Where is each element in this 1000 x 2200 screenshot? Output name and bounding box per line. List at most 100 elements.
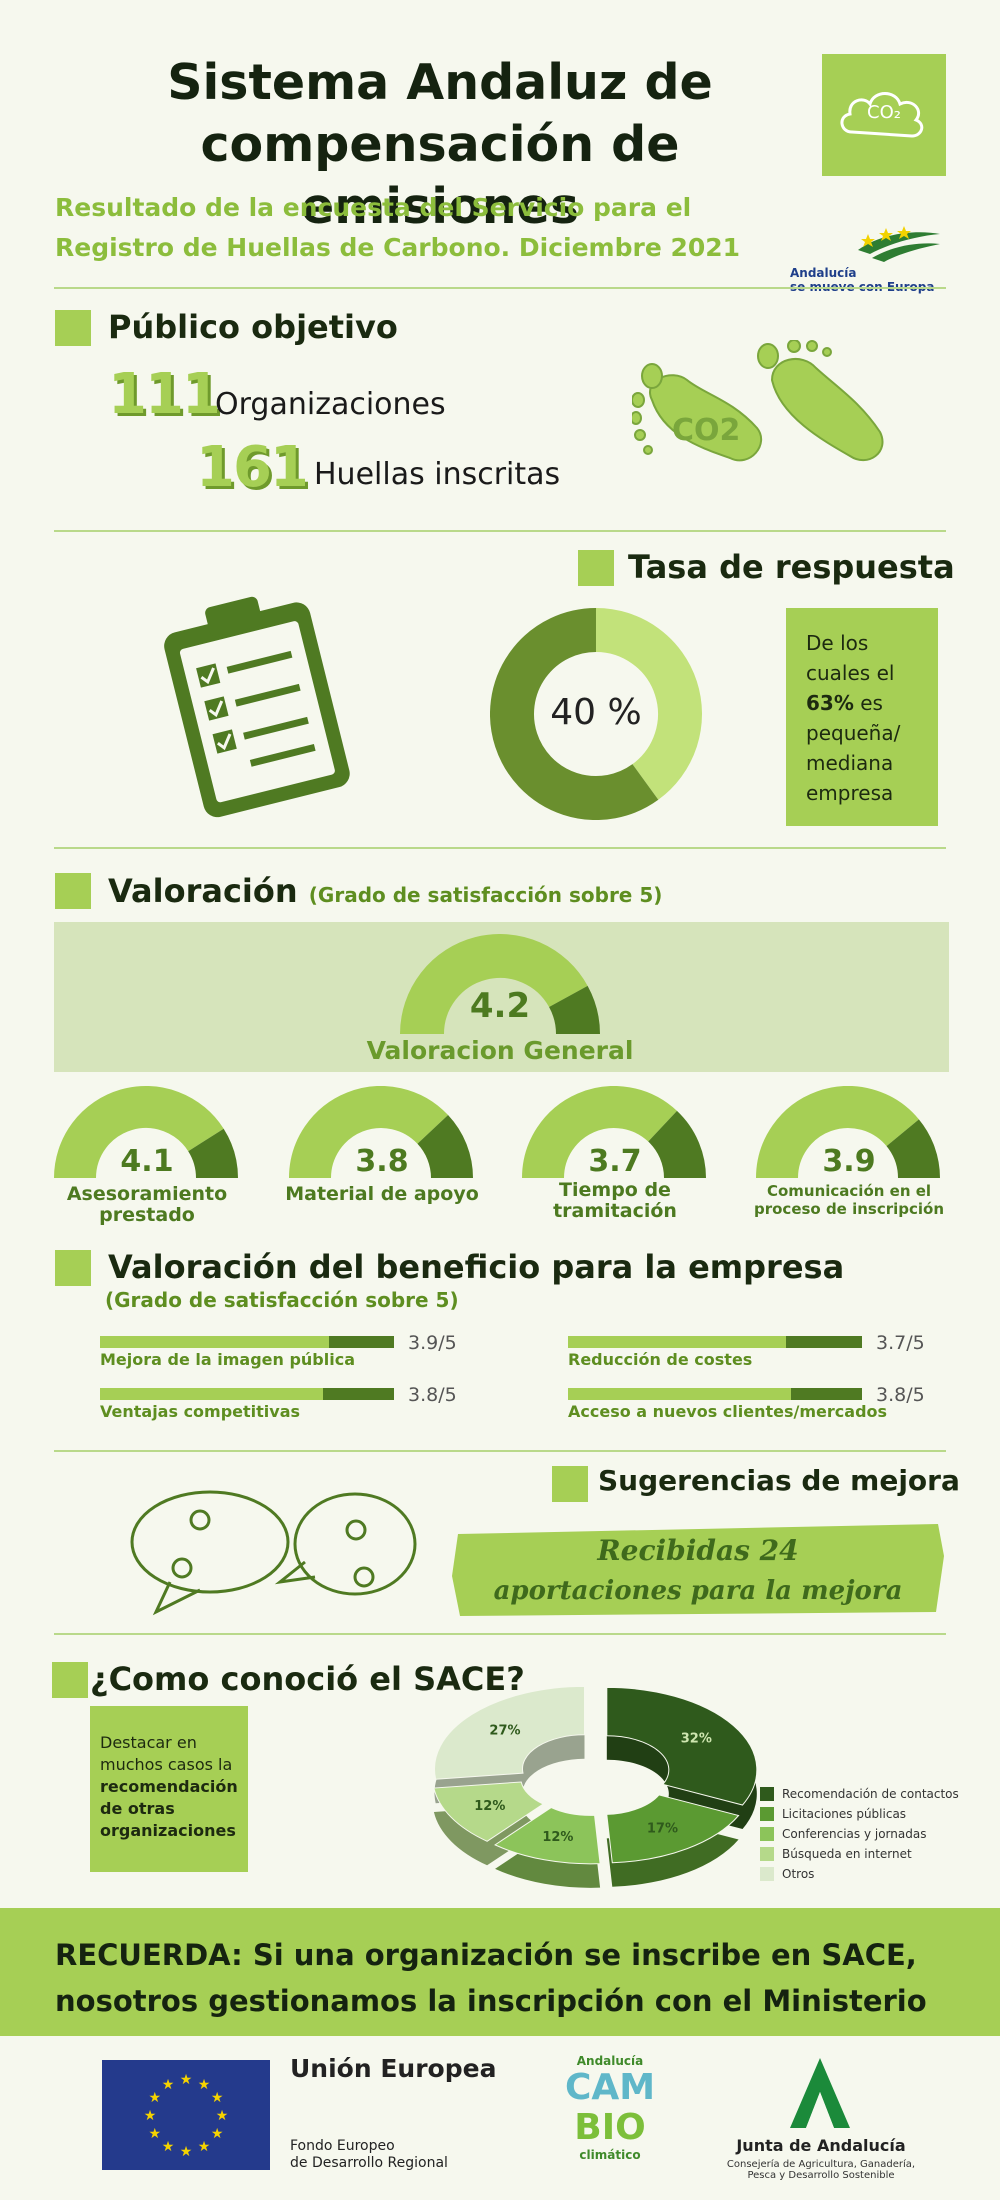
org-number: 111 xyxy=(108,362,221,427)
benefit-bar-label: Ventajas competitivas xyxy=(100,1402,301,1421)
sace-slice-label: 17% xyxy=(647,1822,678,1837)
eu-star: ★ xyxy=(216,2108,229,2124)
gauge-label-line-2: prestado xyxy=(99,1204,195,1226)
sace-note-line-1: Destacar en xyxy=(100,1733,197,1752)
benefit-bar-ventajas: Ventajas competitivas 3.8/5 xyxy=(100,1384,470,1421)
recuerda-line-1: RECUERDA: Si una organización se inscrib… xyxy=(55,1938,917,1972)
gauge-material: 3.8 Material de apoyo xyxy=(285,1086,479,1226)
sme-note-pct: 63% xyxy=(806,691,854,715)
huellas-label: Huellas inscritas xyxy=(314,457,561,492)
gauge-label-line-1: Material de apoyo xyxy=(285,1183,479,1205)
legend-item: Otros xyxy=(760,1864,960,1884)
benefit-bar-acceso: Acceso a nuevos clientes/mercados 3.8/5 xyxy=(568,1384,938,1421)
legend-label: Licitaciones públicas xyxy=(782,1807,907,1821)
logo-line-1: Andalucía xyxy=(790,266,857,280)
sace-slice xyxy=(494,1807,601,1865)
gauge-fill-arc xyxy=(289,1086,449,1179)
valoracion-title: Valoración xyxy=(108,872,298,910)
co2-cloud-icon xyxy=(840,92,924,138)
gauge-fill-arc xyxy=(400,934,588,1035)
section-marker xyxy=(55,310,91,346)
sme-note-line-2: cuales el xyxy=(806,661,895,685)
sugerencias-banner: Recibidas 24 aportaciones para la mejora xyxy=(448,1516,948,1622)
junta-logo-icon xyxy=(782,2054,858,2132)
footprint-co2-text: CO2 xyxy=(672,413,740,448)
eu-star: ★ xyxy=(149,2126,162,2142)
gauge-comunicacion: 3.9 Comunicación en el proceso de inscri… xyxy=(754,1086,944,1226)
eu-star: ★ xyxy=(162,2139,175,2155)
eu-subtitle: Fondo Europeo de Desarrollo Regional xyxy=(290,2138,448,2172)
gauge-label-line-1: Comunicación en el xyxy=(766,1182,932,1200)
gauge-asesoramiento: 4.1 Asesoramiento prestado xyxy=(54,1086,240,1226)
gauge-fill-arc xyxy=(54,1086,224,1179)
subtitle-line-2: Registro de Huellas de Carbono. Diciembr… xyxy=(55,233,741,262)
gauge-remainder-arc xyxy=(885,1119,940,1179)
response-percent-label: 40 % xyxy=(550,692,642,733)
junta-title: Junta de Andalucía xyxy=(736,2136,906,2155)
sugerencias-heading: Sugerencias de mejora xyxy=(598,1464,960,1497)
sme-note-box: De los cuales el 63% es pequeña/ mediana… xyxy=(786,608,938,826)
sace-legend: Recomendación de contactos Licitaciones … xyxy=(760,1784,960,1884)
legend-swatch xyxy=(760,1847,774,1861)
donut-rest-arc xyxy=(490,608,659,820)
benefit-bar-fill xyxy=(100,1336,330,1348)
gauge-remainder-arc xyxy=(647,1110,706,1179)
eu-title: Unión Europea xyxy=(290,2054,497,2083)
sugerencias-line-2: aportaciones para la mejora xyxy=(493,1576,903,1606)
junta-text: Junta de Andalucía Consejería de Agricul… xyxy=(712,2136,930,2181)
benefit-bar-label: Mejora de la imagen pública xyxy=(100,1350,355,1369)
section-marker xyxy=(578,550,614,586)
subtitle: Resultado de la encuesta del Servicio pa… xyxy=(55,188,775,268)
eu-star: ★ xyxy=(211,2126,224,2142)
eu-stars-icon: ★★★★★★★★★ ★ ★★ xyxy=(144,2072,229,2160)
response-donut: 40 % xyxy=(490,608,702,820)
benefit-bar-fill xyxy=(568,1336,786,1348)
donut-response-arc xyxy=(595,608,702,800)
sace-note-line-3: recomendación xyxy=(100,1777,238,1796)
beneficio-heading: Valoración del beneficio para la empresa xyxy=(108,1248,845,1286)
org-label: Organizaciones xyxy=(215,387,446,422)
cambio-climatico-logo: Andalucía CAM BIO climático xyxy=(548,2054,672,2186)
benefit-bar-value: 3.8/5 xyxy=(408,1384,457,1406)
sme-note-line-4: pequeña/ xyxy=(806,721,901,745)
section-marker xyxy=(55,1250,91,1286)
sugerencias-line-1: Recibidas 24 xyxy=(597,1534,799,1567)
sace-slice-label: 27% xyxy=(489,1723,520,1738)
eu-sub-line-2: de Desarrollo Regional xyxy=(290,2155,448,2171)
gauge-value: 3.8 xyxy=(355,1144,409,1179)
eu-star: ★ xyxy=(149,2090,162,2106)
legend-label: Conferencias y jornadas xyxy=(782,1827,927,1841)
divider xyxy=(54,1633,946,1635)
speech-bubbles-icon xyxy=(130,1482,420,1622)
sace-note-line-2: muchos casos la xyxy=(100,1755,233,1774)
legend-item: Recomendación de contactos xyxy=(760,1784,960,1804)
andalucia-europa-logo: Andalucía se mueve con Europa xyxy=(788,222,948,294)
general-gauge: 4.2 xyxy=(400,934,600,1036)
sace-pie: 32% 17% 12% 12% 27% xyxy=(430,1685,760,1896)
general-gauge-value: 4.2 xyxy=(469,986,531,1026)
benefit-bar-value: 3.7/5 xyxy=(876,1332,925,1354)
tasa-heading: Tasa de respuesta xyxy=(628,548,955,586)
section-marker xyxy=(552,1466,588,1502)
legend-swatch xyxy=(760,1807,774,1821)
sace-slice-label: 12% xyxy=(474,1799,505,1814)
cambio-bottom: climático xyxy=(579,2148,641,2162)
benefit-bar-costes: Reducción de costes 3.7/5 xyxy=(568,1332,938,1369)
sace-note-box: Destacar en muchos casos la recomendació… xyxy=(90,1706,248,1872)
gauge-remainder-arc xyxy=(416,1115,473,1179)
eu-star: ★ xyxy=(180,2072,193,2088)
benefit-bar xyxy=(568,1336,862,1348)
section-marker xyxy=(55,873,91,909)
eu-star: ★ xyxy=(144,2108,157,2124)
legend-item: Búsqueda en internet xyxy=(760,1844,960,1864)
clipboard-icon xyxy=(150,585,360,820)
sace-slice xyxy=(433,1781,545,1842)
benefit-bar xyxy=(100,1388,394,1400)
publico-heading: Público objetivo xyxy=(108,308,398,346)
junta-sub-2: Pesca y Desarrollo Sostenible xyxy=(747,2170,895,2181)
legend-label: Otros xyxy=(782,1867,815,1881)
sme-note-es: es xyxy=(860,691,883,715)
section-marker xyxy=(52,1662,88,1698)
gauge-fill-arc xyxy=(756,1086,919,1179)
divider xyxy=(54,530,946,532)
